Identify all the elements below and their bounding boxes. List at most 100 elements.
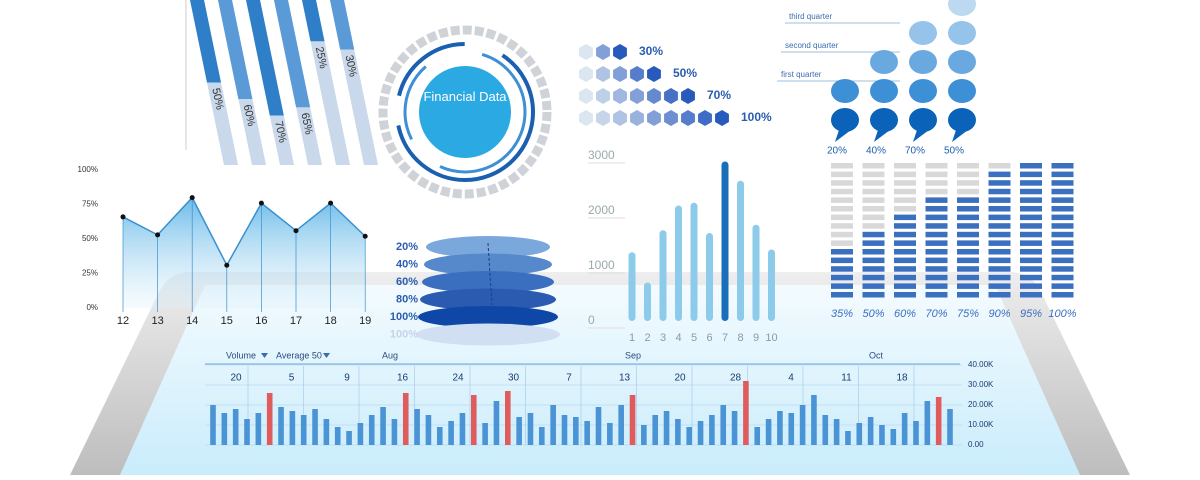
progress-label: 100% xyxy=(1048,308,1076,320)
progress-segment xyxy=(988,249,1011,255)
progress-segment xyxy=(988,257,1011,264)
bubble-pin xyxy=(835,130,851,142)
volume-bar xyxy=(867,417,874,445)
progress-label: 90% xyxy=(988,308,1010,320)
y-tick-label: 50% xyxy=(82,234,98,243)
progress-segment xyxy=(862,180,885,186)
progress-segment xyxy=(1020,223,1042,229)
volume-bar xyxy=(641,425,647,445)
progress-segment xyxy=(894,206,916,212)
disc-label: 100% xyxy=(390,328,418,340)
bubble xyxy=(870,79,898,103)
bubble-pin xyxy=(913,130,929,142)
progress-label: 75% xyxy=(957,308,979,320)
progress-segment xyxy=(957,223,979,229)
volume-bar xyxy=(675,419,681,445)
y-tick-label: 0.00 xyxy=(968,440,984,449)
progress-segment xyxy=(1051,171,1074,178)
progress-segment xyxy=(957,231,979,238)
progress-segment xyxy=(925,231,948,238)
volume-bar xyxy=(221,413,228,445)
progress-segment xyxy=(831,240,853,246)
volume-bar xyxy=(777,411,783,445)
line-point xyxy=(258,200,264,206)
control-label: Average 50 xyxy=(276,350,322,360)
hexagon xyxy=(664,88,678,104)
volume-bar xyxy=(833,419,840,445)
bubble xyxy=(948,79,976,103)
charts: 50%60%70% 65%25% 30%30%50%70%100%third qua… xyxy=(78,0,1077,449)
volume-bar xyxy=(448,421,454,445)
volume-bar xyxy=(697,421,704,445)
x-tick-label: 18 xyxy=(324,315,336,327)
progress-segment xyxy=(957,283,979,289)
volume-bar xyxy=(765,419,772,445)
progress-segment xyxy=(925,171,948,178)
volume-bar xyxy=(527,413,534,445)
line-point xyxy=(293,228,299,234)
hexagon xyxy=(579,88,593,104)
progress-segment xyxy=(894,214,916,221)
dropdown-caret xyxy=(261,353,268,358)
volume-bar xyxy=(720,405,727,445)
day-label: 30 xyxy=(508,373,520,384)
progress-segment xyxy=(1020,231,1042,238)
y-tick-label: 40.00K xyxy=(968,360,994,369)
progress-segment xyxy=(988,188,1011,195)
progress-segment xyxy=(988,180,1011,186)
hexagon xyxy=(596,66,610,82)
volume-bar xyxy=(493,401,500,445)
hex-label: 70% xyxy=(707,88,731,102)
progress-segment xyxy=(894,249,916,255)
disc-label: 100% xyxy=(390,311,418,323)
progress-segment xyxy=(957,266,979,272)
volume-bar xyxy=(459,413,466,445)
progress-segment xyxy=(1051,240,1074,246)
bubble-label: 70% xyxy=(905,146,925,157)
hexagon xyxy=(647,88,661,104)
slanted-bar xyxy=(302,0,325,42)
volume-bar xyxy=(743,381,749,445)
line-point xyxy=(224,262,230,268)
volume-bar xyxy=(913,421,919,445)
x-tick-label: 17 xyxy=(290,315,302,327)
progress-segment xyxy=(1051,292,1074,298)
progress-segment xyxy=(831,257,853,264)
y-tick-label: 3000 xyxy=(588,148,615,162)
quarter-label: second quarter xyxy=(785,41,839,50)
y-tick-label: 10.00K xyxy=(968,420,994,429)
progress-segment xyxy=(1051,214,1074,221)
progress-segment xyxy=(957,214,979,221)
progress-segment xyxy=(957,197,979,203)
volume-bar xyxy=(505,391,511,445)
progress-segment xyxy=(1051,163,1074,169)
hexagon xyxy=(613,88,627,104)
volume-bar xyxy=(312,409,318,445)
progress-segment xyxy=(862,274,885,281)
month-label: Sep xyxy=(625,350,641,360)
disc-axis xyxy=(487,242,493,306)
progress-segment xyxy=(894,274,916,281)
volume-bar xyxy=(607,423,613,445)
volume-bar xyxy=(731,411,738,445)
slanted-label: 60% xyxy=(241,103,257,127)
progress-segment xyxy=(831,214,853,221)
bubble xyxy=(831,79,859,103)
progress-segment xyxy=(862,249,885,255)
progress-segment xyxy=(1020,257,1042,264)
progress-segment xyxy=(862,292,885,298)
disc xyxy=(416,323,560,346)
x-tick-label: 16 xyxy=(255,315,267,327)
progress-segment xyxy=(1020,214,1042,221)
y-tick-label: 0% xyxy=(86,303,98,312)
volume-bar xyxy=(879,425,885,445)
hex-label: 50% xyxy=(673,66,697,80)
volume-bar xyxy=(856,423,863,445)
progress-segment xyxy=(1051,188,1074,195)
y-tick-label: 20.00K xyxy=(968,400,994,409)
progress-segment xyxy=(1020,163,1042,169)
disc-label: 40% xyxy=(396,258,418,270)
line-point xyxy=(155,232,161,238)
slanted-label: 70% xyxy=(272,120,288,144)
progress-segment xyxy=(862,197,885,203)
